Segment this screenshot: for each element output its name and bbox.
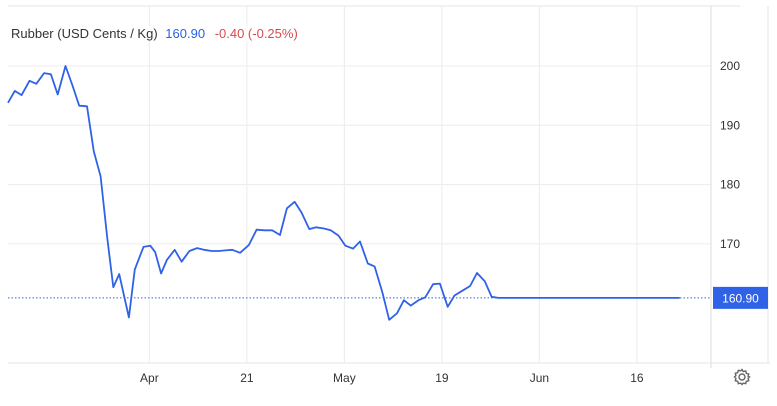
x-tick-label: 16 (630, 371, 644, 385)
y-tick-label: 180 (720, 178, 740, 192)
series-name: Rubber (USD Cents / Kg) (11, 26, 158, 41)
current-price: 160.90 (165, 26, 206, 41)
gear-icon[interactable] (732, 367, 752, 387)
y-tick-label: 170 (720, 237, 740, 251)
last-price-label: 160.90 (722, 291, 759, 305)
x-tick-label: Apr (140, 371, 159, 385)
last-price-badge (713, 286, 768, 309)
x-tick-label: 19 (435, 371, 449, 385)
chart-legend: Rubber (USD Cents / Kg) 160.90 -0.40 (-0… (11, 26, 302, 41)
price-change: -0.40 (-0.25%) (214, 26, 298, 41)
y-tick-label: 200 (720, 59, 740, 73)
price-line (7, 65, 680, 321)
x-tick-label: May (333, 371, 356, 385)
x-tick-label: 21 (240, 371, 254, 385)
y-tick-label: 190 (720, 118, 740, 132)
x-tick-label: Jun (530, 371, 549, 385)
